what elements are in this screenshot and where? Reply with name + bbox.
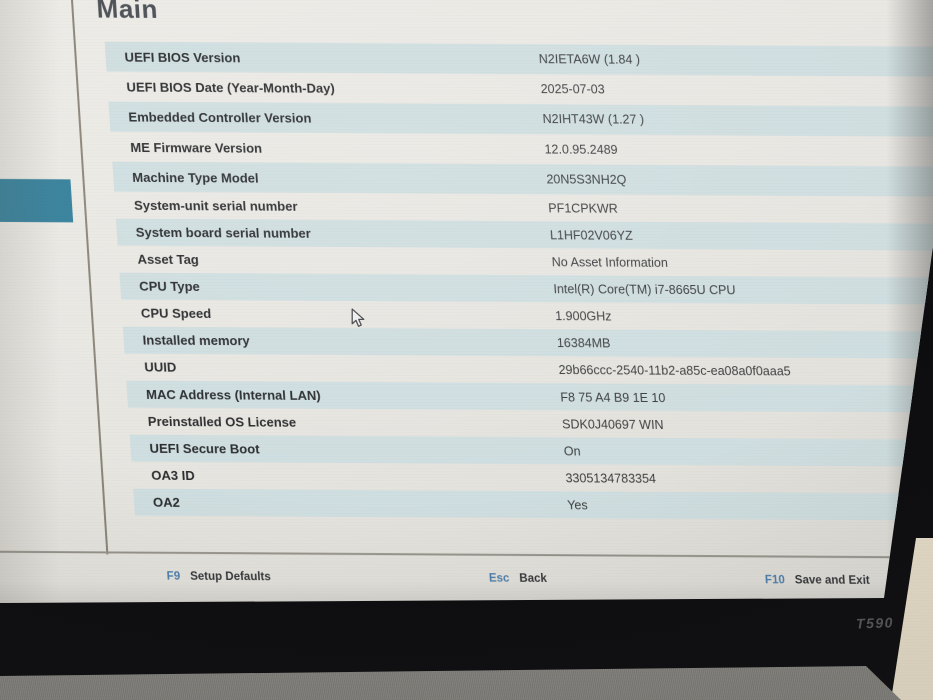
field-label: Preinstalled OS License	[147, 413, 297, 430]
function-key: F10	[764, 574, 786, 587]
field-label: OA3 ID	[150, 467, 196, 483]
field-label: Asset Tag	[137, 251, 200, 268]
mouse-cursor-icon	[351, 308, 365, 327]
sidebar-selected-item[interactable]	[0, 178, 74, 223]
field-value: SDK0J40697 WIN	[561, 416, 664, 432]
field-label: ME Firmware Version	[129, 139, 263, 156]
field-value: No Asset Information	[551, 254, 669, 270]
field-label: CPU Speed	[140, 305, 212, 322]
footer-key-button[interactable]: F9 Setup Defaults	[166, 571, 271, 584]
field-value: L1HF02V06YZ	[549, 227, 634, 243]
function-key-label: Setup Defaults	[189, 570, 272, 584]
field-value: 12.0.95.2489	[544, 142, 619, 157]
field-value: 2025-07-03	[540, 82, 606, 97]
field-label: UEFI BIOS Version	[124, 49, 241, 65]
field-value: 3305134783354	[565, 470, 657, 486]
footer-divider	[0, 550, 933, 560]
field-value: 1.900GHz	[554, 308, 612, 324]
field-label: UEFI Secure Boot	[149, 440, 260, 457]
field-label: Machine Type Model	[131, 169, 259, 186]
function-key-label: Back	[519, 572, 548, 586]
sidebar-divider	[70, 0, 109, 555]
field-value: 20N5S3NH2Q	[546, 172, 627, 187]
footer-key-button[interactable]: Esc Back	[489, 573, 548, 585]
field-value: PF1CPKWR	[547, 200, 619, 216]
field-label: CPU Type	[138, 278, 201, 295]
bios-info-table: UEFI BIOS Version N2IETA6W (1.84 ) UEFI …	[104, 41, 933, 522]
bios-setup-ui: Main UEFI BIOS Version N2IETA6W (1.84 ) …	[0, 0, 933, 587]
footer-key-button[interactable]: F10 Save and Exit	[765, 574, 870, 587]
field-label: MAC Address (Internal LAN)	[145, 386, 322, 403]
field-value: Yes	[566, 497, 589, 512]
bios-info-row[interactable]: OA2 Yes	[133, 488, 933, 522]
function-key: F9	[166, 570, 181, 583]
field-label: UUID	[143, 359, 177, 375]
field-label: UEFI BIOS Date (Year-Month-Day)	[126, 79, 336, 96]
field-value: 16384MB	[556, 335, 611, 351]
function-key: Esc	[488, 572, 510, 585]
page-title: Main	[95, 0, 159, 24]
field-value: N2IETA6W (1.84 )	[538, 52, 641, 67]
field-value: 29b66ccc-2540-11b2-a85c-ea08a0f0aaa5	[558, 362, 792, 379]
field-value: F8 75 A4 B9 1E 10	[559, 389, 666, 405]
laptop-model-label: T590	[855, 614, 895, 632]
field-label: System-unit serial number	[133, 197, 298, 214]
field-label: Installed memory	[142, 332, 251, 349]
field-value: On	[563, 443, 581, 458]
field-value: Intel(R) Core(TM) i7-8665U CPU	[552, 281, 736, 297]
field-label: Embedded Controller Version	[127, 109, 312, 126]
field-label: OA2	[152, 494, 181, 510]
function-key-label: Save and Exit	[794, 574, 871, 588]
field-label: System board serial number	[135, 224, 312, 241]
field-value: N2IHT43W (1.27 )	[542, 112, 645, 127]
